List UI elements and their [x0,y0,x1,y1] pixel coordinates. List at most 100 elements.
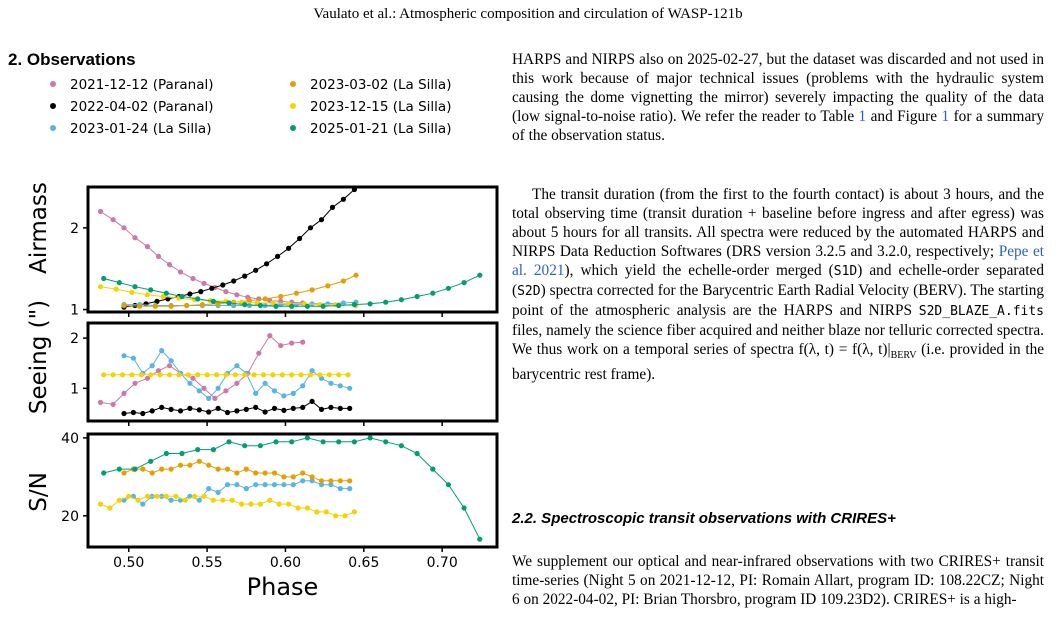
data-point [351,439,357,445]
panel-frame [86,321,499,423]
data-point [271,405,278,411]
data-point [289,439,295,445]
data-point [246,302,252,309]
data-point [140,501,146,507]
data-point [101,275,107,282]
data-point [253,482,259,488]
data-point [192,493,198,499]
citation-pepe-2021[interactable]: Pepe et al. 2021 [512,243,1044,279]
data-point [168,466,174,472]
data-point [293,290,299,296]
data-point [234,380,240,386]
data-point [262,482,268,488]
data-point [159,404,165,410]
data-point [477,272,483,278]
data-point [116,280,122,286]
data-point [212,395,218,401]
data-point [336,372,342,378]
data-point [281,482,287,488]
data-point [262,296,268,302]
legend-entry: 2023-12-15 (La Silla) [290,99,451,115]
data-point [148,458,154,464]
data-point [130,355,136,361]
data-point [97,284,104,290]
data-point [281,474,287,480]
data-point [159,348,165,354]
x-tick-label: 0.50 [113,555,144,571]
data-point [304,303,310,309]
data-point [144,244,151,250]
data-point [271,482,278,488]
data-point [298,372,304,378]
data-point [196,388,202,394]
data-point [154,493,160,499]
data-point [209,285,215,291]
data-point [232,372,238,378]
data-point [116,466,122,472]
legend-entry: 2021-12-12 (Paranal) [50,77,214,93]
data-point [337,478,343,484]
series-line [100,495,355,517]
legend-label: 2025-01-21 (La Silla) [310,121,452,137]
data-point [304,505,310,511]
data-point [320,303,326,309]
data-point [234,408,240,414]
data-point [206,486,212,492]
data-point [328,482,334,488]
data-point [367,301,373,307]
data-point [430,290,436,296]
data-point [248,501,254,507]
legend-marker [290,125,296,131]
data-point [148,287,154,293]
data-point [195,296,201,302]
data-point [110,217,116,223]
series-line [123,189,355,308]
y-tick-label: 2 [70,221,79,237]
data-point [267,497,273,503]
data-point [300,339,306,345]
data-point [242,273,248,279]
data-point [140,466,146,472]
legend-marker [290,81,296,87]
data-point [290,474,296,480]
data-point [264,261,270,267]
data-point [149,408,155,414]
data-point [177,269,184,275]
data-point [224,409,231,416]
data-point [132,380,138,386]
data-point [143,301,149,307]
data-point [215,489,221,495]
legend-entry: 2022-04-02 (Paranal) [50,99,214,115]
data-point [177,462,184,468]
data-point [242,302,248,308]
data-point [224,466,231,472]
panel-frame [86,432,499,549]
data-point [179,293,185,300]
data-point [204,372,210,378]
data-point [340,300,346,306]
data-point [110,372,116,378]
data-point [206,395,212,401]
data-point [340,196,346,202]
legend-entry: 2023-03-02 (La Silla) [290,77,451,93]
data-point [253,390,259,396]
legend-label: 2021-12-12 (Paranal) [70,77,214,93]
data-point [155,368,162,374]
data-point [340,278,346,284]
data-point [262,380,268,386]
legend-marker [290,103,296,109]
data-point [187,462,193,468]
data-point [173,493,179,499]
y-axis-label-sn: S/N [26,472,52,512]
figure-1-link[interactable]: 1 [941,108,950,125]
data-point [243,486,249,492]
data-point [318,406,325,412]
data-point [273,439,279,445]
p2-text-a: The transit duration (from the first to … [512,186,1044,260]
data-point [336,439,342,445]
data-point [317,372,323,378]
data-point [144,375,151,381]
y-axis-label-airmass: Airmass [26,182,52,274]
fits-filename: S2D_BLAZE_A.fits [918,304,1045,319]
table-1-link[interactable]: 1 [858,108,867,125]
